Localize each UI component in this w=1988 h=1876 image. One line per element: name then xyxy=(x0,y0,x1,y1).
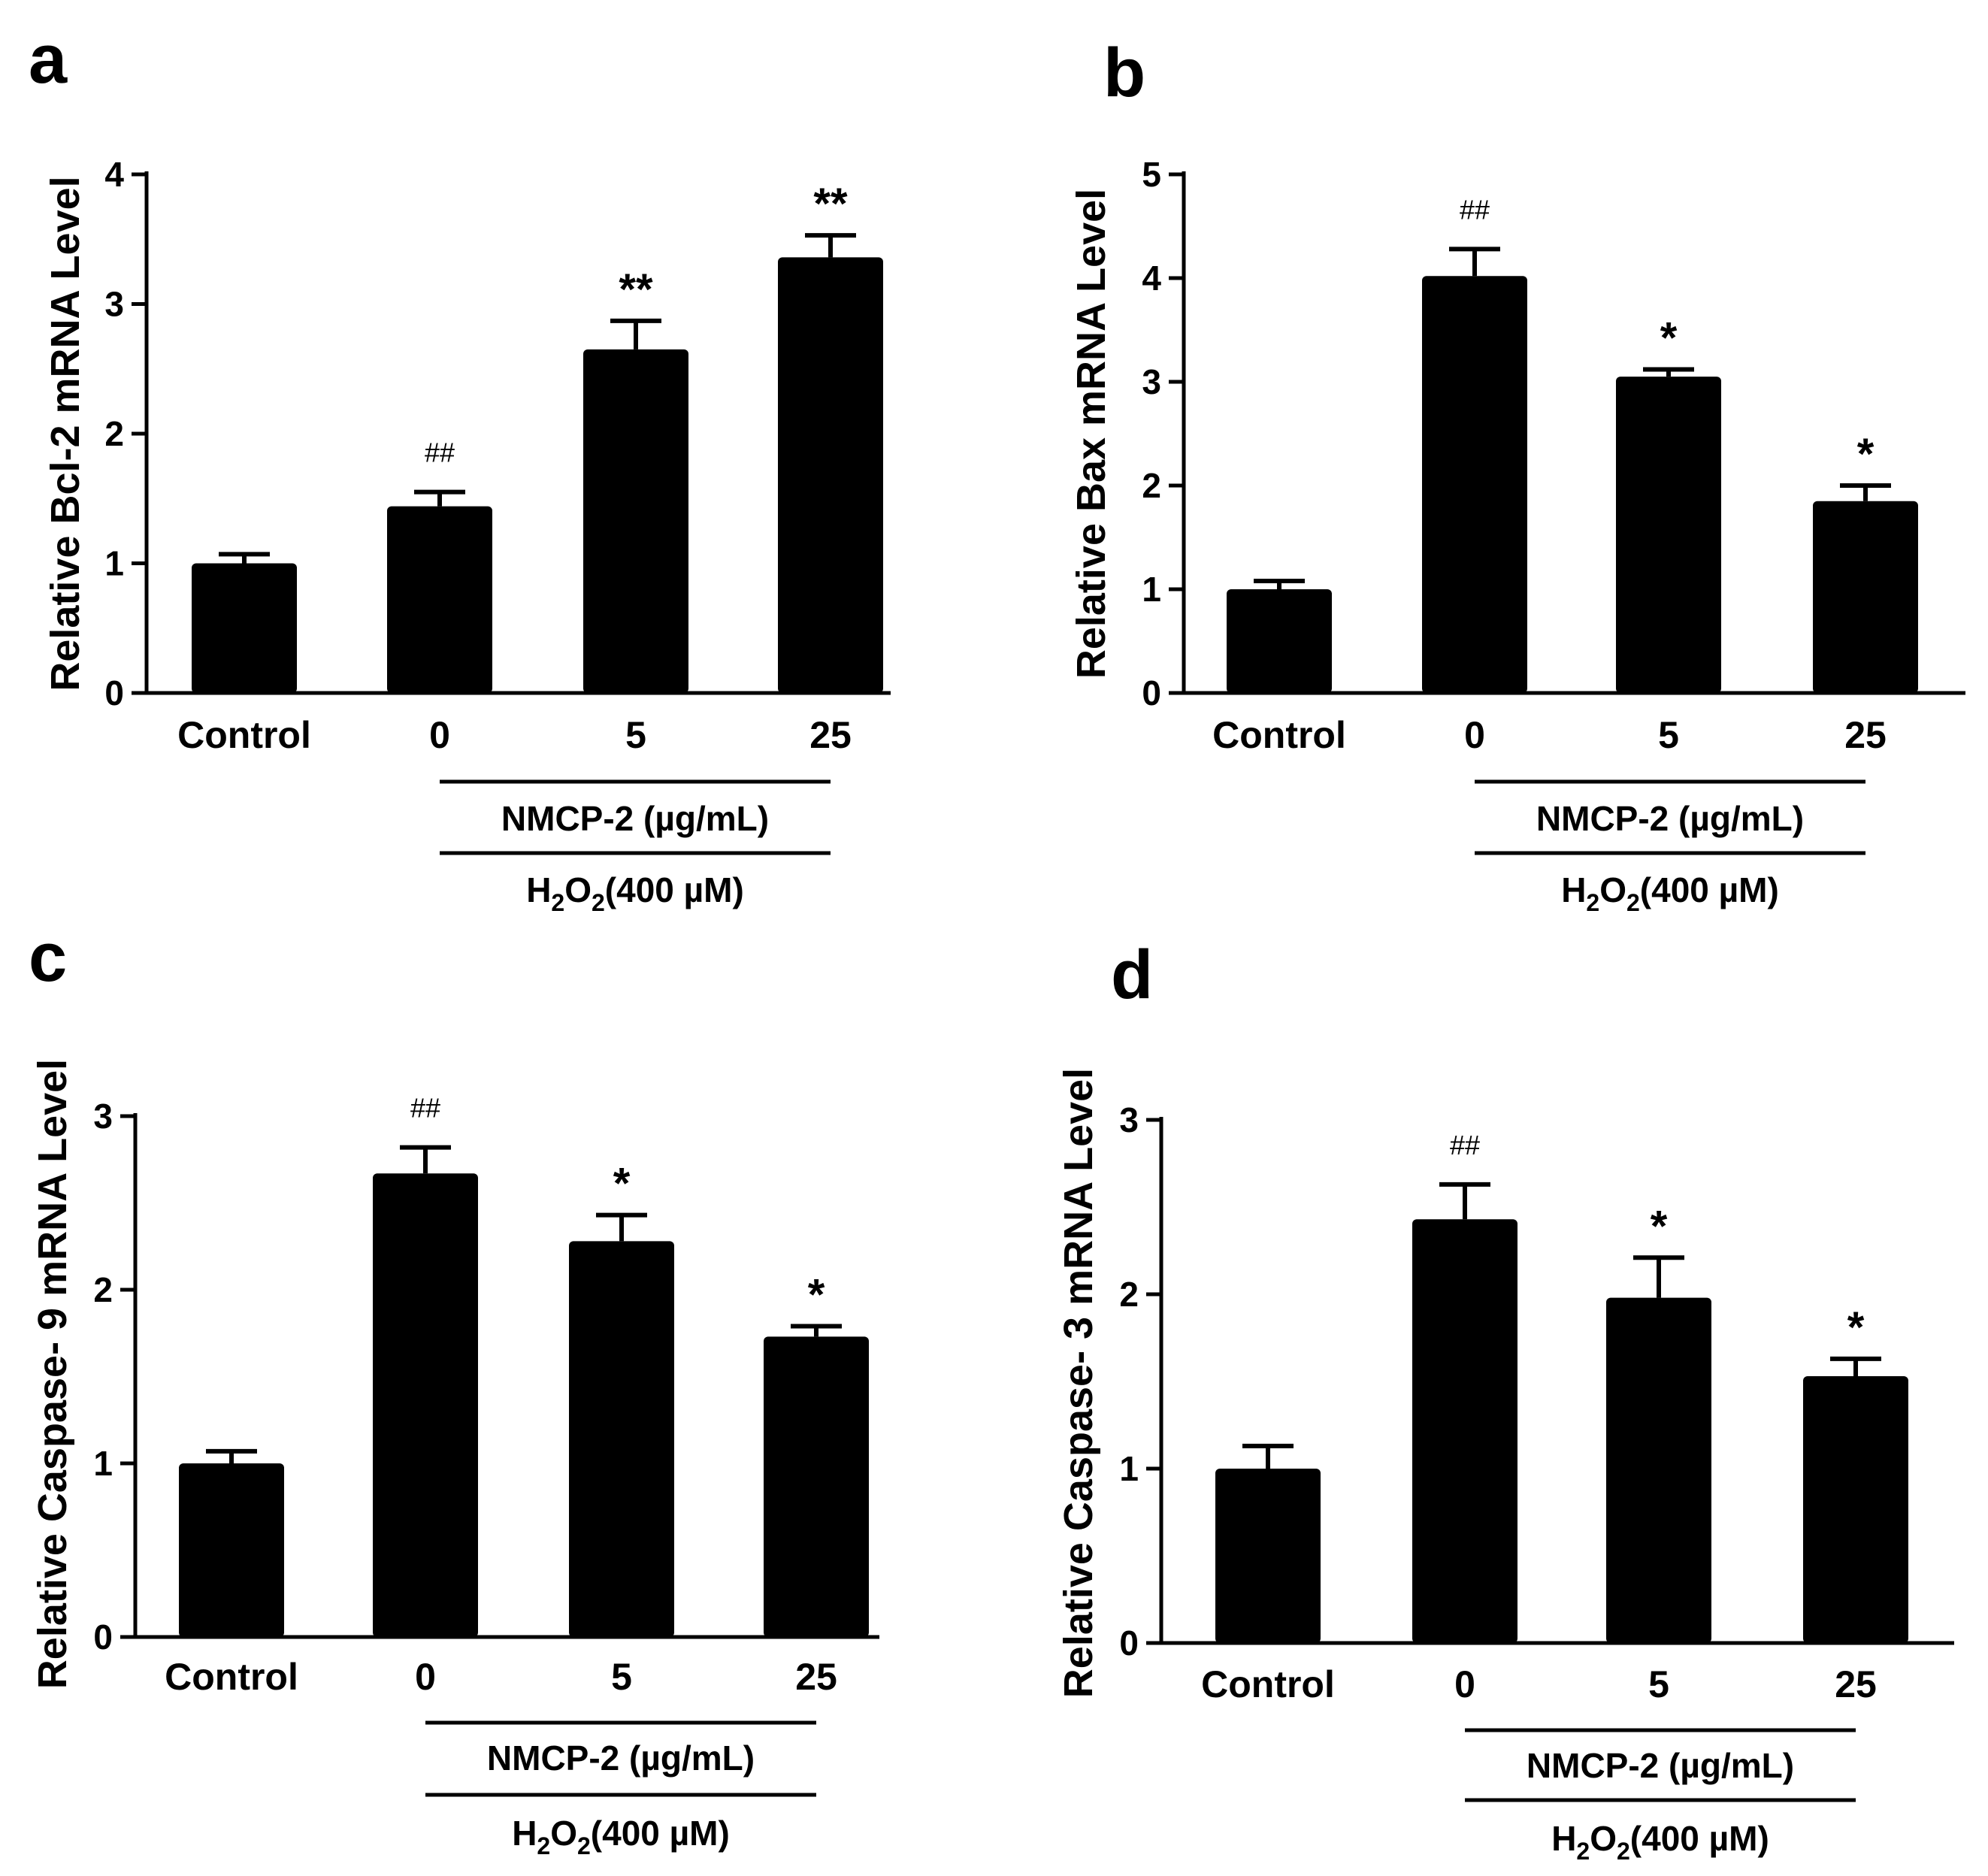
group-label-stress: H2O2(400 µM) xyxy=(1561,870,1779,916)
x-tick-label: Control xyxy=(165,1656,298,1698)
panel-label: a xyxy=(29,21,68,98)
x-tick-label: 5 xyxy=(1648,1663,1669,1705)
x-tick-label: 25 xyxy=(1844,714,1887,756)
panel-c: c Relative Caspase- 9 mRNA Level 0 1 2 3 Contr… xyxy=(29,919,879,1859)
significance-marker: ** xyxy=(619,265,653,314)
panel-label: c xyxy=(29,919,67,996)
bar xyxy=(192,563,297,693)
bar xyxy=(583,349,688,693)
bar xyxy=(1616,377,1721,693)
y-tick-label: 0 xyxy=(1142,673,1161,713)
significance-marker: * xyxy=(1660,313,1678,362)
y-tick-label: 4 xyxy=(1142,259,1161,298)
bar xyxy=(778,257,883,693)
bar xyxy=(764,1336,869,1637)
y-tick-label: 2 xyxy=(104,414,124,453)
y-axis-label: Relative Bcl-2 mRNA Level xyxy=(43,176,88,691)
x-tick-label: 25 xyxy=(795,1656,837,1698)
x-tick-label: 25 xyxy=(809,714,852,756)
panel-a: a Relative Bcl-2 mRNA Level 0 1 2 3 4 Control ##… xyxy=(29,21,891,916)
x-tick-label: 0 xyxy=(1454,1663,1475,1705)
panel-label: d xyxy=(1111,936,1153,1013)
x-tick-label: Control xyxy=(1212,714,1346,756)
bar xyxy=(1227,589,1332,693)
group-label-treatment: NMCP-2 (µg/mL) xyxy=(1527,1746,1794,1785)
group-label-treatment: NMCP-2 (µg/mL) xyxy=(487,1738,755,1778)
group-label-treatment: NMCP-2 (µg/mL) xyxy=(1536,799,1804,838)
significance-marker: * xyxy=(1651,1202,1668,1251)
y-tick-label: 5 xyxy=(1142,155,1161,194)
x-tick-label: 0 xyxy=(1464,714,1485,756)
y-tick-label: 2 xyxy=(1119,1275,1139,1314)
significance-marker: * xyxy=(808,1271,825,1320)
y-tick-label: 3 xyxy=(104,285,124,324)
group-label-stress: H2O2(400 µM) xyxy=(1551,1819,1769,1865)
bar xyxy=(569,1241,674,1637)
y-tick-label: 0 xyxy=(104,673,124,713)
x-tick-label: 0 xyxy=(415,1656,436,1698)
significance-marker: ## xyxy=(425,437,455,468)
panel-label: b xyxy=(1103,35,1145,111)
y-tick-label: 4 xyxy=(104,155,124,194)
significance-marker: ## xyxy=(1460,194,1490,225)
bar xyxy=(1803,1376,1908,1643)
y-tick-label: 0 xyxy=(1119,1623,1139,1663)
significance-marker: * xyxy=(613,1160,631,1209)
y-tick-label: 2 xyxy=(1142,466,1161,505)
x-tick-label: 5 xyxy=(611,1656,632,1698)
bar xyxy=(373,1173,478,1637)
y-axis-label: Relative Caspase- 9 mRNA Level xyxy=(30,1059,75,1689)
x-tick-label: Control xyxy=(1201,1663,1335,1705)
y-axis-label: Relative Caspase- 3 mRNA Level xyxy=(1056,1068,1101,1698)
bar xyxy=(1215,1469,1321,1643)
y-tick-label: 3 xyxy=(1119,1100,1139,1139)
significance-marker: ## xyxy=(1450,1130,1480,1160)
significance-marker: * xyxy=(1857,430,1875,479)
panel-b: b Relative Bax mRNA Level 0 1 2 3 4 5 Control ## 0… xyxy=(1069,35,1965,916)
bar xyxy=(387,506,492,693)
y-tick-label: 2 xyxy=(93,1270,113,1309)
bar xyxy=(1412,1219,1517,1643)
bar xyxy=(1813,501,1918,693)
group-label-treatment: NMCP-2 (µg/mL) xyxy=(501,799,769,838)
x-tick-label: 25 xyxy=(1835,1663,1877,1705)
y-tick-label: 1 xyxy=(93,1444,113,1483)
significance-marker: ## xyxy=(410,1093,440,1124)
y-tick-label: 0 xyxy=(93,1617,113,1657)
bar xyxy=(179,1463,284,1637)
y-tick-label: 1 xyxy=(104,544,124,583)
y-axis-label: Relative Bax mRNA Level xyxy=(1069,189,1114,679)
group-label-stress: H2O2(400 µM) xyxy=(512,1814,730,1859)
significance-marker: ** xyxy=(813,180,848,228)
x-tick-label: 0 xyxy=(429,714,450,756)
bar xyxy=(1422,276,1527,693)
y-tick-label: 3 xyxy=(1142,362,1161,401)
y-tick-label: 3 xyxy=(93,1097,113,1136)
x-tick-label: 5 xyxy=(625,714,646,756)
y-tick-label: 1 xyxy=(1142,570,1161,609)
bar xyxy=(1606,1297,1711,1643)
significance-marker: * xyxy=(1847,1303,1865,1352)
x-tick-label: Control xyxy=(177,714,311,756)
panel-d: d Relative Caspase- 3 mRNA Level 0 1 2 3 Contr… xyxy=(1056,936,1954,1865)
y-tick-label: 1 xyxy=(1119,1449,1139,1488)
group-label-stress: H2O2(400 µM) xyxy=(526,870,744,916)
x-tick-label: 5 xyxy=(1658,714,1679,756)
